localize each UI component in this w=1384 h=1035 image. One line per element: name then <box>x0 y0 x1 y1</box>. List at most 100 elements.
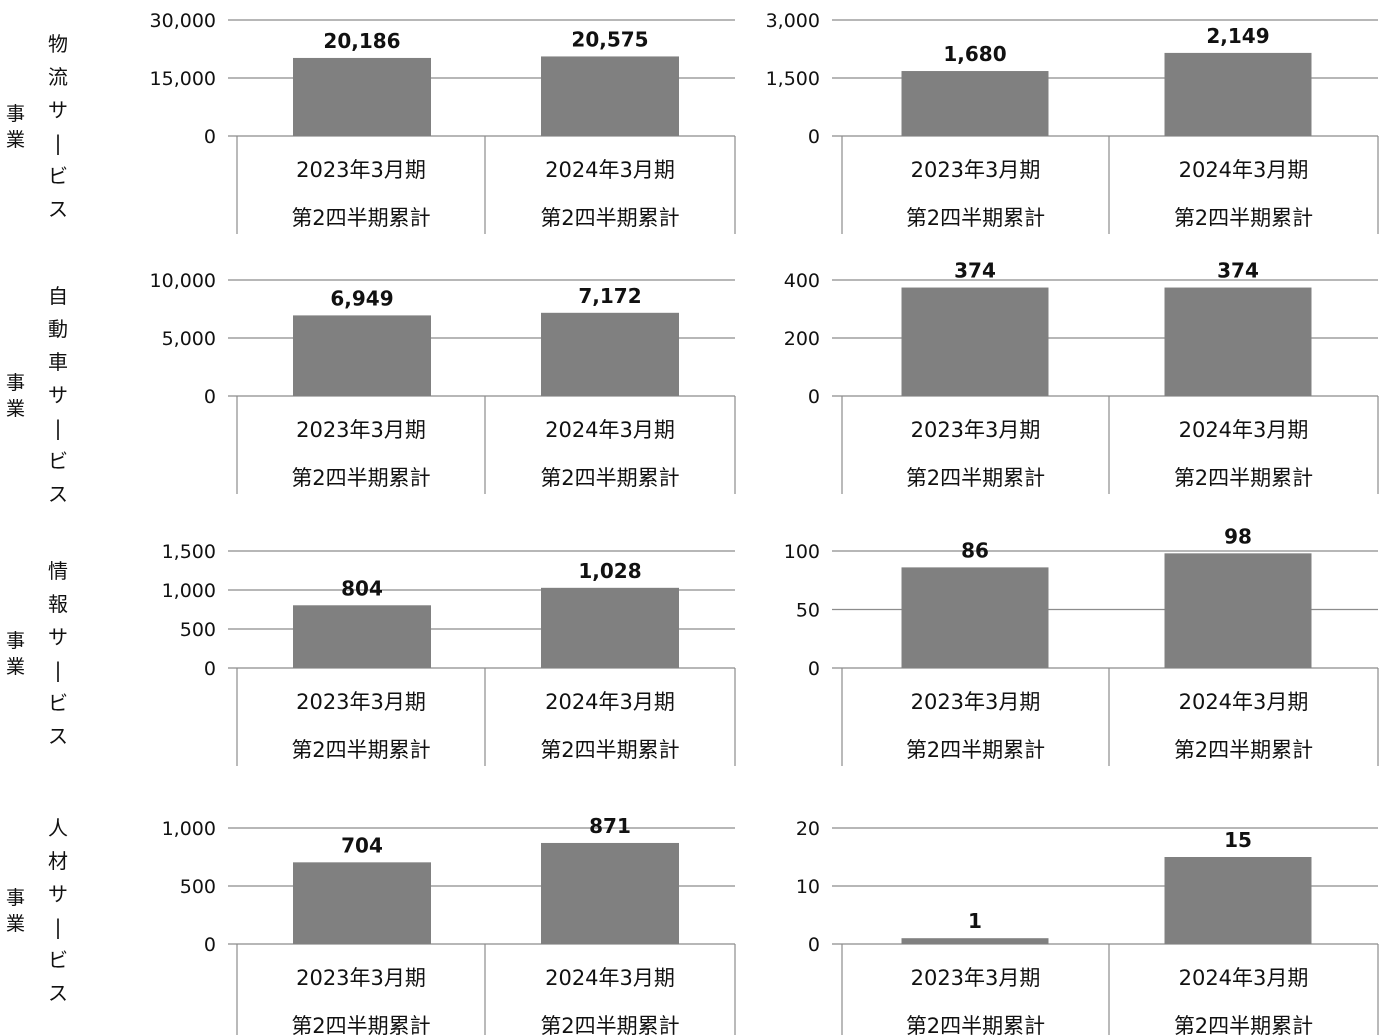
category-label: 2023年3月期 <box>911 158 1041 182</box>
segment-suffix: 事業 <box>6 371 26 420</box>
category-label: 第2四半期累計 <box>540 1014 679 1035</box>
segment-suffix: 事業 <box>6 630 26 678</box>
value-label: 804 <box>341 576 383 600</box>
bar <box>1164 52 1312 136</box>
bar <box>901 567 1049 668</box>
y-tick-label: 0 <box>204 386 216 408</box>
y-tick-label: 400 <box>784 270 820 292</box>
category-label: 第2四半期累計 <box>291 738 430 762</box>
category-label: 2024年3月期 <box>1179 690 1309 714</box>
value-label: 2,149 <box>1206 24 1269 48</box>
category-label: 2024年3月期 <box>545 690 675 714</box>
bar <box>901 71 1049 136</box>
value-label: 98 <box>1224 524 1252 548</box>
y-tick-label: 0 <box>808 126 820 148</box>
value-label: 7,172 <box>578 284 641 308</box>
bar <box>293 57 431 137</box>
segment-name: 自動車サ | ビス <box>48 284 68 506</box>
segment-label: 自動車サ | ビス 事業 <box>0 280 80 506</box>
category-label: 第2四半期累計 <box>1174 738 1313 762</box>
category-label: 2023年3月期 <box>911 966 1041 990</box>
segment-suffix: 事業 <box>6 887 26 935</box>
value-label: 1 <box>968 909 982 933</box>
y-tick-label: 10 <box>796 876 820 898</box>
y-tick-label: 500 <box>180 876 216 898</box>
y-tick-label: 0 <box>204 126 216 148</box>
y-tick-label: 0 <box>204 934 216 956</box>
category-label: 第2四半期累計 <box>540 466 679 490</box>
value-label: 6,949 <box>330 286 393 310</box>
bar <box>293 315 431 396</box>
category-label: 2023年3月期 <box>296 966 426 990</box>
y-tick-label: 1,500 <box>162 541 216 563</box>
bar <box>541 56 679 137</box>
value-label: 704 <box>341 833 383 857</box>
category-label: 第2四半期累計 <box>906 738 1045 762</box>
value-label: 20,575 <box>571 27 648 51</box>
bar <box>541 842 679 944</box>
y-tick-label: 0 <box>204 658 216 680</box>
category-label: 第2四半期累計 <box>1174 466 1313 490</box>
value-label: 1,028 <box>578 559 641 583</box>
bar <box>1164 287 1312 396</box>
y-tick-label: 500 <box>180 619 216 641</box>
y-tick-label: 50 <box>796 600 820 622</box>
bar <box>901 287 1049 396</box>
category-label: 2023年3月期 <box>296 158 426 182</box>
y-tick-label: 30,000 <box>150 10 216 32</box>
bar <box>541 312 679 396</box>
segment-label: 人材サ | ビス 事業 <box>0 812 80 1012</box>
segment-label: 物流サ | ビス 事業 <box>0 28 80 228</box>
segment-suffix: 事業 <box>6 103 26 151</box>
y-tick-label: 100 <box>784 541 820 563</box>
category-label: 2024年3月期 <box>545 418 675 442</box>
category-label: 第2四半期累計 <box>1174 1014 1313 1035</box>
category-label: 第2四半期累計 <box>906 206 1045 230</box>
category-label: 2023年3月期 <box>911 418 1041 442</box>
bar <box>293 862 431 944</box>
segment-label: 情報サ | ビス 事業 <box>0 555 80 755</box>
value-label: 20,186 <box>323 29 400 53</box>
value-label: 1,680 <box>943 42 1006 66</box>
category-label: 2023年3月期 <box>296 690 426 714</box>
category-label: 2024年3月期 <box>1179 158 1309 182</box>
category-label: 2024年3月期 <box>545 966 675 990</box>
bar <box>1164 553 1312 668</box>
bar <box>901 938 1049 944</box>
segment-name: 物流サ | ビス <box>48 32 68 221</box>
y-tick-label: 15,000 <box>150 68 216 90</box>
y-tick-label: 1,000 <box>162 580 216 602</box>
value-label: 871 <box>589 814 631 838</box>
y-tick-label: 3,000 <box>766 10 820 32</box>
category-label: 2024年3月期 <box>1179 966 1309 990</box>
y-tick-label: 1,500 <box>766 68 820 90</box>
category-label: 第2四半期累計 <box>906 1014 1045 1035</box>
y-tick-label: 200 <box>784 328 820 350</box>
category-label: 2024年3月期 <box>545 158 675 182</box>
y-tick-label: 10,000 <box>150 270 216 292</box>
bar <box>293 605 431 668</box>
value-label: 374 <box>1217 259 1259 283</box>
category-label: 2023年3月期 <box>296 418 426 442</box>
bar <box>541 587 679 668</box>
y-tick-label: 0 <box>808 658 820 680</box>
value-label: 86 <box>961 538 989 562</box>
segment-name: 情報サ | ビス <box>48 559 68 748</box>
y-tick-label: 0 <box>808 386 820 408</box>
value-label: 15 <box>1224 828 1252 852</box>
category-label: 第2四半期累計 <box>291 1014 430 1035</box>
category-label: 2024年3月期 <box>1179 418 1309 442</box>
category-label: 第2四半期累計 <box>540 738 679 762</box>
category-label: 第2四半期累計 <box>291 206 430 230</box>
category-label: 2023年3月期 <box>911 690 1041 714</box>
category-label: 第2四半期累計 <box>540 206 679 230</box>
segment-name: 人材サ | ビス <box>48 816 68 1005</box>
y-tick-label: 0 <box>808 934 820 956</box>
category-label: 第2四半期累計 <box>1174 206 1313 230</box>
y-tick-label: 5,000 <box>162 328 216 350</box>
category-label: 第2四半期累計 <box>291 466 430 490</box>
y-tick-label: 1,000 <box>162 818 216 840</box>
y-tick-label: 20 <box>796 818 820 840</box>
category-label: 第2四半期累計 <box>906 466 1045 490</box>
